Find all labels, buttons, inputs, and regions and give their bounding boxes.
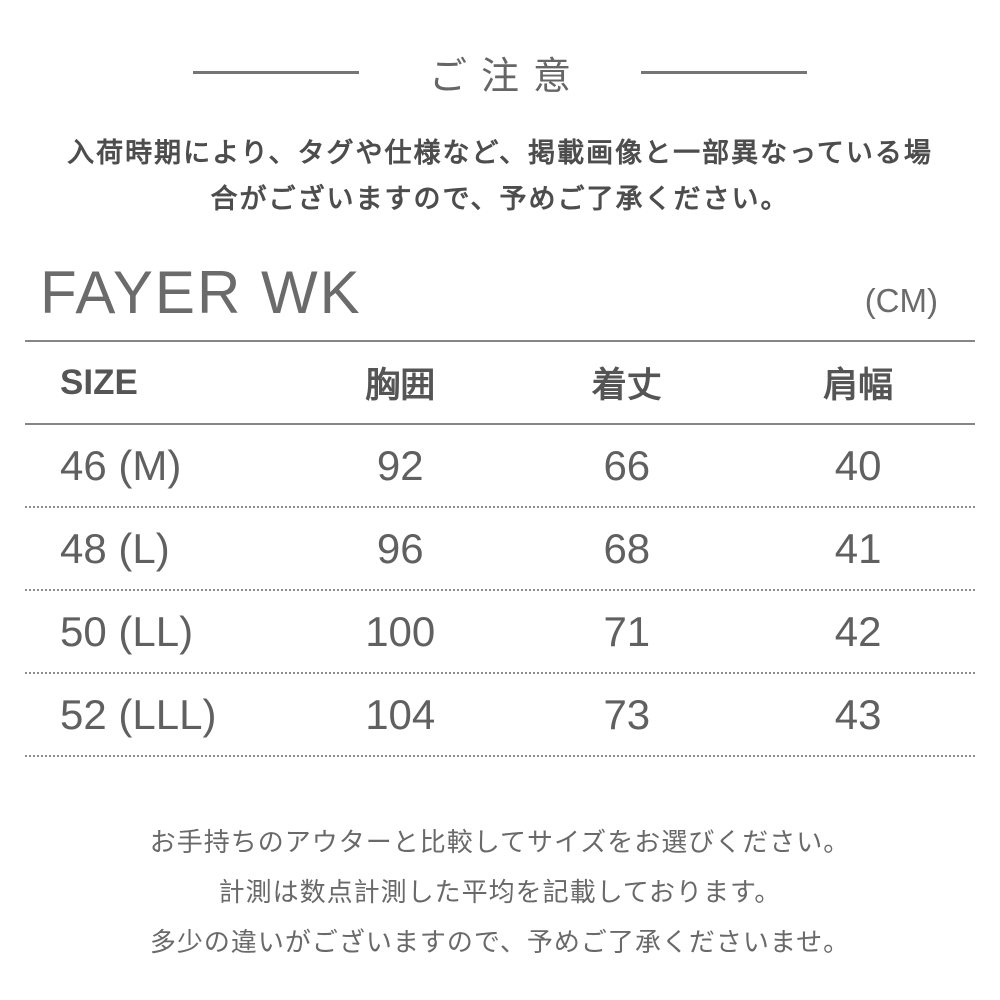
size-chart-heading: FAYER WK (CM): [40, 258, 938, 328]
footer-note-line: 多少の違いがございますので、予めご了承くださいませ。: [149, 927, 851, 957]
footer-note-line: 計測は数点計測した平均を記載しております。: [218, 877, 782, 907]
notice-paragraph-line: 入荷時期により、タグや仕様など、掲載画像と一部異なっている場: [67, 138, 933, 168]
footer-note-line: お手持ちのアウターと比較してサイズをお選びください。: [149, 827, 851, 857]
length-cell: 73: [603, 690, 651, 738]
table-row: 50 (LL) 100 71 42: [25, 591, 975, 674]
notice-paragraph: 入荷時期により、タグや仕様など、掲載画像と一部異なっている場 合がございますので…: [35, 130, 965, 222]
notice-title-row: ご注意: [0, 50, 1000, 98]
column-header-length: 着丈: [591, 366, 662, 405]
shoulder-cell: 41: [834, 524, 882, 572]
chest-cell: 104: [365, 690, 436, 738]
size-cell: 52 (LLL): [60, 690, 217, 738]
table-row: 48 (L) 96 68 41: [25, 508, 975, 591]
chest-cell: 92: [376, 441, 424, 489]
size-cell: 48 (L): [60, 524, 170, 572]
size-cell: 50 (LL): [60, 607, 194, 655]
shoulder-cell: 42: [834, 607, 882, 655]
notice-paragraph-line: 合がございますので、予めご了承ください。: [210, 184, 790, 214]
footer-notes: お手持ちのアウターと比較してサイズをお選びください。 計測は数点計測した平均を記…: [0, 817, 1000, 967]
table-row: 52 (LLL) 104 73 43: [25, 674, 975, 757]
length-cell: 68: [603, 524, 651, 572]
column-header-shoulder: 肩幅: [823, 366, 894, 405]
chest-cell: 96: [376, 524, 424, 572]
length-cell: 66: [603, 441, 651, 489]
table-header-row: SIZE 胸囲 着丈 肩幅: [25, 342, 975, 425]
column-header-size: SIZE: [60, 362, 138, 402]
title-decorative-line-left: [192, 70, 359, 74]
shoulder-cell: 40: [834, 441, 882, 489]
length-cell: 71: [603, 607, 651, 655]
table-row: 46 (M) 92 66 40: [25, 425, 975, 508]
chest-cell: 100: [365, 607, 436, 655]
unit-label: (CM): [864, 282, 938, 319]
notice-title: ご注意: [428, 55, 585, 98]
shoulder-cell: 43: [834, 690, 882, 738]
size-table: SIZE 胸囲 着丈 肩幅 46 (M) 92 66 40 48 (L) 96 …: [25, 340, 975, 757]
title-decorative-line-right: [641, 70, 807, 74]
product-name: FAYER WK: [40, 259, 362, 326]
size-cell: 46 (M): [60, 441, 182, 489]
column-header-chest: 胸囲: [365, 366, 436, 405]
